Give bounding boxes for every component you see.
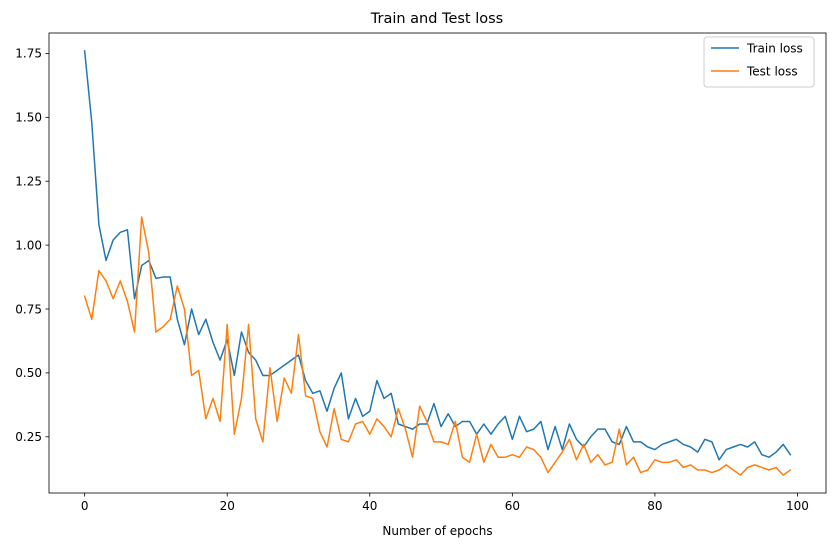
x-axis-label: Number of epochs — [382, 524, 492, 538]
x-tick-label: 20 — [220, 499, 235, 513]
series-line-train-loss — [83, 50, 792, 461]
x-tick-label: 60 — [505, 499, 520, 513]
y-tick-label: 0.50 — [15, 366, 42, 380]
x-tick-label: 100 — [786, 499, 809, 513]
legend: Train loss Test loss — [703, 36, 815, 88]
legend-label-test-loss: Test loss — [746, 65, 798, 79]
y-tick-label: 0.25 — [15, 430, 42, 444]
y-tick-label: 0.75 — [15, 302, 42, 316]
chart-title: Train and Test loss — [370, 11, 503, 27]
y-tick-label: 1.00 — [15, 238, 42, 252]
plot-area: 0 20 40 60 80 100 0.25 0.50 0.75 1.00 1.25 1.50 1.75 — [15, 32, 827, 513]
axis-layer: 0 20 40 60 80 100 0.25 0.50 0.75 1.00 1.25 1.50 1.75 — [15, 32, 827, 513]
y-tick-label: 1.50 — [15, 111, 42, 125]
y-tick-label: 1.25 — [15, 175, 42, 189]
series-layer — [83, 50, 792, 476]
axes-frame — [48, 32, 827, 494]
legend-label-train-loss: Train loss — [746, 42, 803, 56]
x-tick-label: 80 — [647, 499, 662, 513]
y-tick-label: 1.75 — [15, 47, 42, 61]
series-line-test-loss — [83, 216, 792, 476]
x-tick-label: 0 — [81, 499, 89, 513]
x-tick-label: 40 — [362, 499, 377, 513]
legend-frame — [703, 36, 815, 88]
